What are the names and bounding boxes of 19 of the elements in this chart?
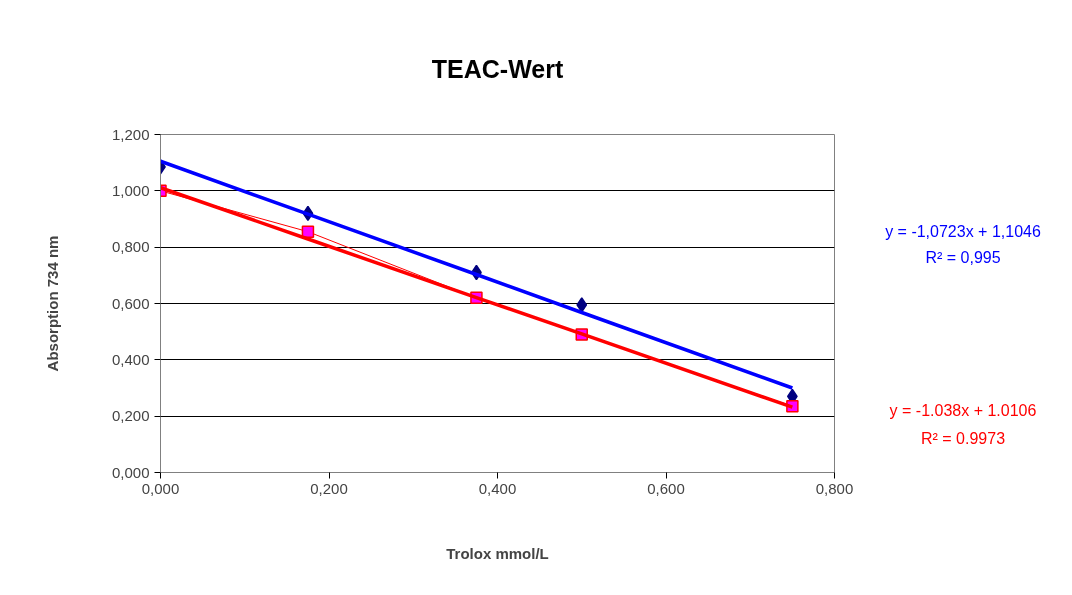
y-tick-label: 0,400 <box>111 350 150 368</box>
text: R² = 0,995 <box>925 248 1001 268</box>
x-tick-label: 0,800 <box>815 479 854 497</box>
text: R² = 0.9973 <box>920 429 1006 449</box>
y-tick-label: 0,200 <box>111 407 150 425</box>
x-tick-label: 0,400 <box>478 479 517 497</box>
y-tick-label: 1,000 <box>111 181 150 199</box>
y-tick-label: 0,800 <box>111 238 150 256</box>
x-tick-label: 0,000 <box>141 479 180 497</box>
y-tick-label: 0,000 <box>111 463 150 481</box>
x-tick-label: 0,600 <box>647 479 685 497</box>
x-tick-label: 0,200 <box>310 479 348 497</box>
x-axis-title: Trolox mmol/L <box>446 544 549 562</box>
text: y = -1.038x + 1.0106 <box>889 401 1037 421</box>
y-axis-title: Absorption 734 nm <box>43 235 61 372</box>
text: y = -1,0723x + 1,1046 <box>885 222 1041 242</box>
chart-title: TEAC-Wert <box>431 54 564 83</box>
y-tick-label: 0,600 <box>111 294 150 312</box>
y-tick-label: 1,200 <box>111 125 150 143</box>
